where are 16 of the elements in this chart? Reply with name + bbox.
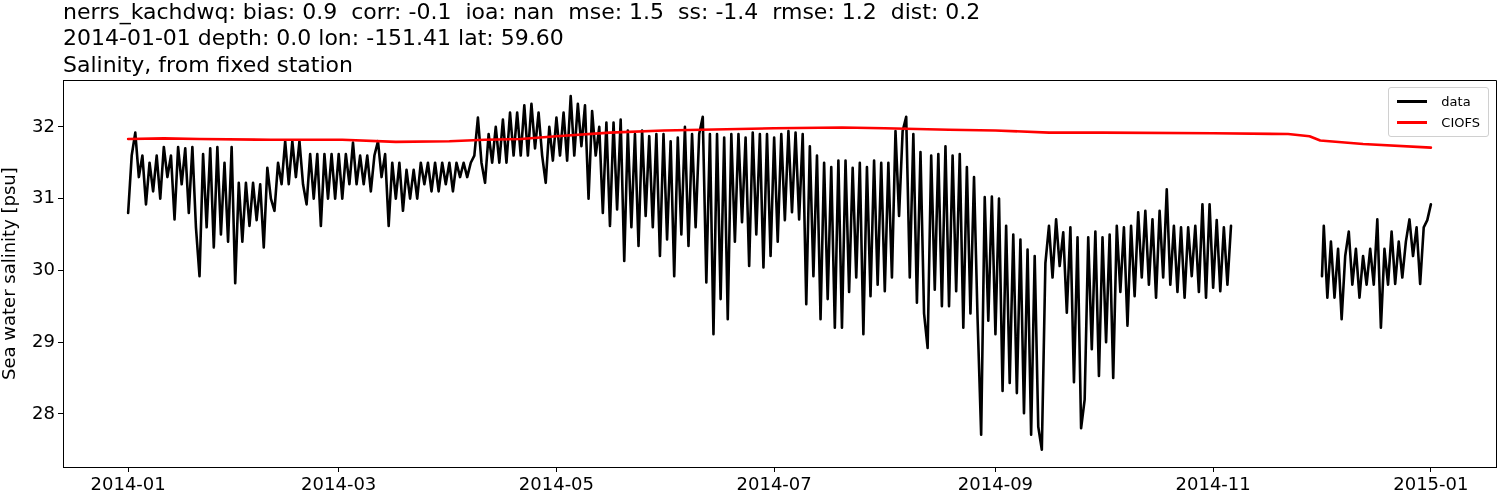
y-tick-label: 31 bbox=[32, 186, 55, 208]
chart-title: nerrs_kachdwq: bias: 0.9 corr: -0.1 ioa: nan mse: 1.5 ss: -1.4 rmse: 1.2 dist: 0.2 2014-01-01 depth: 0.0 lon: -151.41 lat: 59.60 Salinity, from fixed station bbox=[63, 0, 981, 77]
y-tick-label: 29 bbox=[32, 329, 55, 351]
y-tick-label: 30 bbox=[32, 258, 55, 280]
legend-label: data bbox=[1441, 94, 1471, 110]
x-tick-label: 2014-07 bbox=[736, 473, 812, 495]
x-tick-label: 2014-09 bbox=[957, 473, 1034, 495]
x-tick-label: 2014-11 bbox=[1175, 473, 1251, 495]
x-tick-label: 2014-05 bbox=[518, 473, 595, 495]
x-tick-label: 2014-01 bbox=[90, 473, 166, 495]
y-tick-label: 28 bbox=[32, 401, 55, 423]
x-tick-label: 2015-01 bbox=[1393, 473, 1469, 495]
y-axis-title: Sea water salinity [psu] bbox=[0, 167, 20, 380]
x-tick-label: 2014-03 bbox=[301, 473, 377, 495]
legend-label: CIOFS bbox=[1441, 115, 1480, 131]
y-tick-label: 32 bbox=[32, 114, 55, 136]
